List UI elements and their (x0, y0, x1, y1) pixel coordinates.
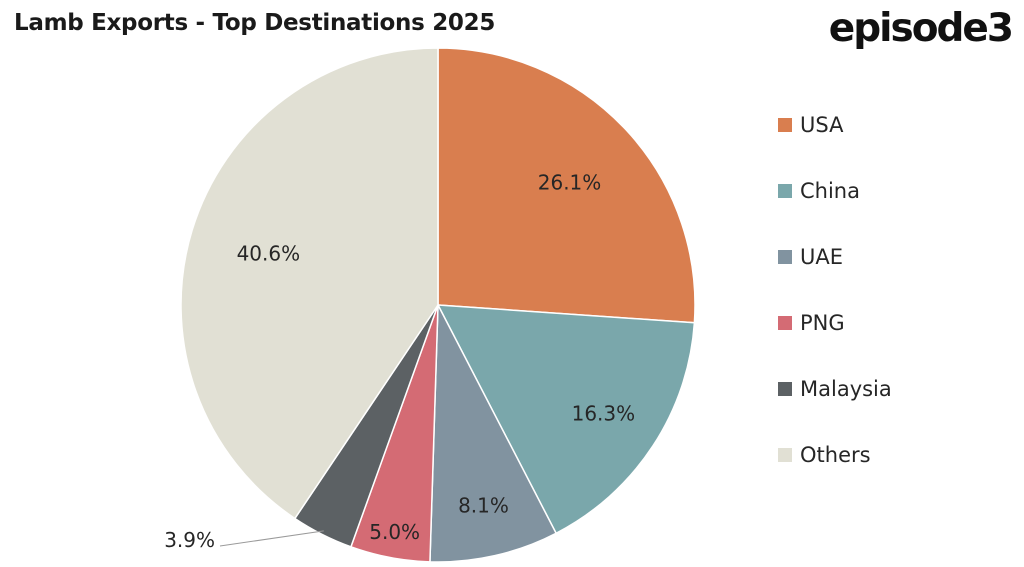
pie-slice-china (436, 304, 696, 535)
legend-swatch-png (778, 315, 792, 330)
legend-swatch-usa (778, 117, 792, 132)
data-label-china: 16.3% (572, 402, 636, 426)
legend-label-others: Others (800, 442, 871, 467)
leader-line-malaysia (219, 530, 324, 547)
legend-label-png: PNG (800, 310, 845, 335)
legend-label-malaysia: Malaysia (800, 376, 892, 401)
data-label-others: 40.6% (237, 241, 301, 265)
legend-item-malaysia: Malaysia (778, 372, 892, 405)
legend: USA China UAE PNG Malaysia Others (778, 108, 892, 504)
legend-swatch-china (778, 183, 792, 198)
data-label-uae: 8.1% (458, 494, 509, 518)
pie-slice-usa (437, 47, 696, 324)
legend-label-china: China (800, 178, 860, 203)
legend-item-uae: UAE (778, 240, 892, 273)
legend-label-usa: USA (800, 112, 844, 137)
data-label-usa: 26.1% (538, 170, 602, 194)
legend-label-uae: UAE (800, 244, 844, 269)
legend-swatch-uae (778, 249, 792, 264)
pie-slice-others (180, 47, 439, 520)
legend-swatch-malaysia (778, 381, 792, 396)
legend-item-png: PNG (778, 306, 892, 339)
legend-item-usa: USA (778, 108, 892, 141)
pie-slices (180, 47, 696, 563)
pie-slice-uae (429, 302, 558, 563)
legend-swatch-others (778, 447, 792, 462)
pie-data-labels: 26.1% 16.3% 8.1% 5.0% 3.9% 40.6% (164, 170, 635, 552)
data-label-png: 5.0% (369, 520, 420, 544)
data-label-malaysia: 3.9% (164, 528, 215, 552)
legend-item-others: Others (778, 438, 892, 471)
chart-title: Lamb Exports - Top Destinations 2025 (14, 10, 496, 36)
brand-logo: episode3 (828, 6, 1014, 51)
legend-item-china: China (778, 174, 892, 207)
